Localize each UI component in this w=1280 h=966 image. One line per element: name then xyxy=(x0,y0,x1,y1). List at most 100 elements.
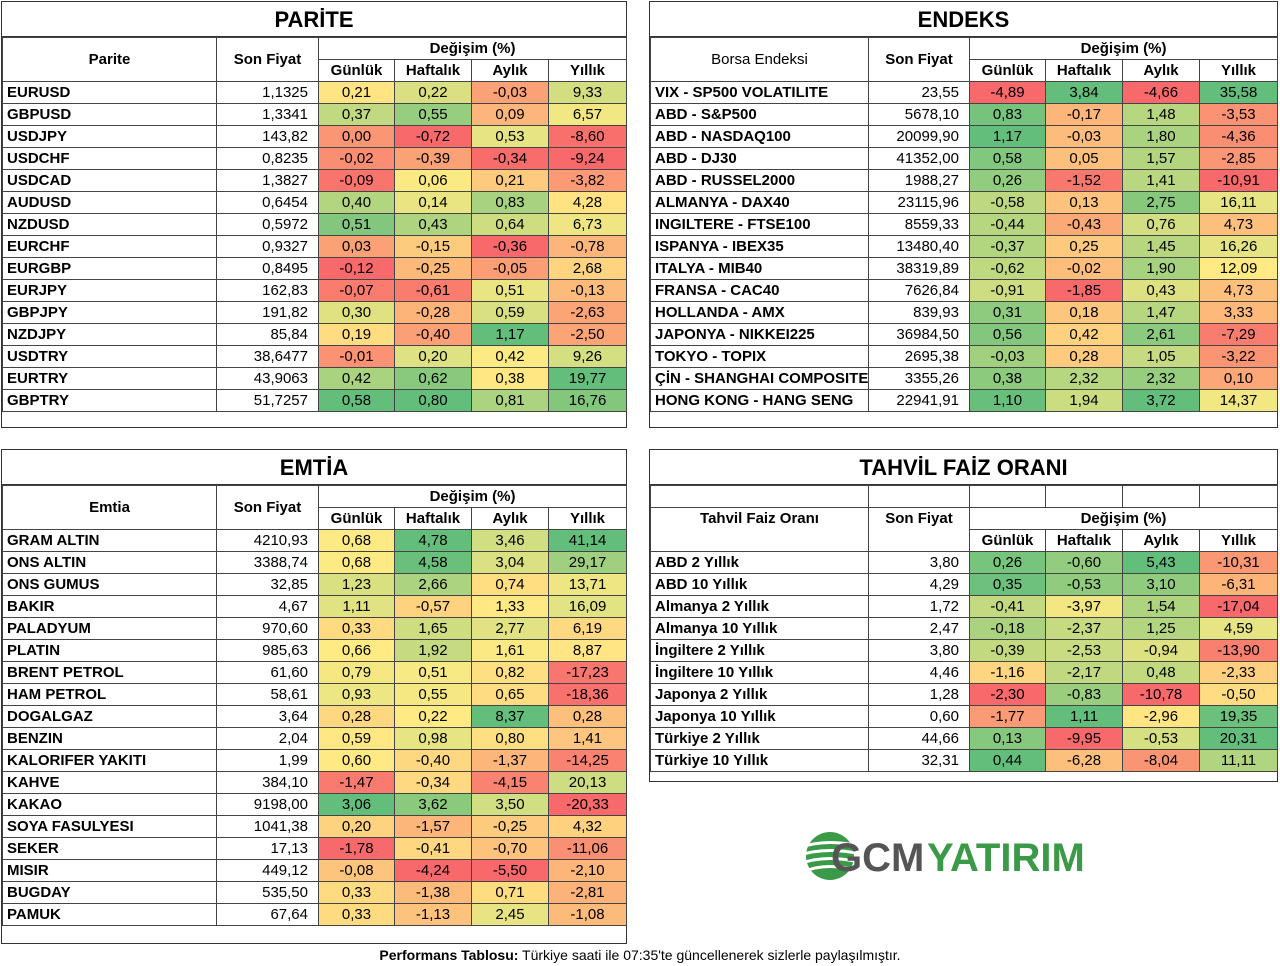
change-daily-cell: 3,06 xyxy=(318,793,395,816)
change-yearly-cell: 13,71 xyxy=(547,573,628,596)
row-label: EURGBP xyxy=(2,257,217,280)
table-row: MISIR 449,12 -0,08 -4,24 -5,50 -2,10 xyxy=(2,859,628,882)
table-row: Almanya 2 Yıllık 1,72 -0,41 -3,97 1,54 -17,04 xyxy=(650,595,1278,618)
change-monthly-cell: -4,15 xyxy=(471,771,549,794)
table-row: HOLLANDA - AMX 839,93 0,31 0,18 1,47 3,33 xyxy=(650,301,1279,324)
empty-header-cell xyxy=(868,485,970,508)
price-cell: 61,60 xyxy=(216,661,319,684)
change-yearly-cell: 41,14 xyxy=(547,529,628,552)
change-yearly-cell: -17,04 xyxy=(1199,595,1278,618)
change-daily-cell: -0,62 xyxy=(969,257,1046,280)
change-daily-cell: -0,18 xyxy=(969,617,1046,640)
change-yearly-cell: -0,13 xyxy=(547,279,628,302)
row-label: KAKAO xyxy=(2,793,217,816)
row-label: ÇİN - SHANGHAI COMPOSITE xyxy=(650,367,869,390)
table-row: ABD - NASDAQ100 20099,90 1,17 -0,03 1,80 -4,3… xyxy=(650,125,1279,148)
price-cell: 3,64 xyxy=(216,705,319,728)
col-header-aylik: Aylık xyxy=(1122,529,1200,552)
change-yearly-cell: 6,57 xyxy=(547,103,628,126)
col-header-yillik: Yıllık xyxy=(1198,59,1279,82)
change-yearly-cell: -3,53 xyxy=(1198,103,1279,126)
change-monthly-cell: -1,37 xyxy=(471,749,549,772)
table-row: FRANSA - CAC40 7626,84 -0,91 -1,85 0,43 4,73 xyxy=(650,279,1279,302)
table-row: ITALYA - MIB40 38319,89 -0,62 -0,02 1,90 12,0… xyxy=(650,257,1279,280)
change-yearly-cell: 6,19 xyxy=(547,617,628,640)
price-cell: 9198,00 xyxy=(216,793,319,816)
change-daily-cell: 0,26 xyxy=(969,551,1046,574)
row-label: DOGALGAZ xyxy=(2,705,217,728)
row-label: JAPONYA - NIKKEI225 xyxy=(650,323,869,346)
change-yearly-cell: -2,63 xyxy=(547,301,628,324)
table-row: USDCAD 1,3827 -0,09 0,06 0,21 -3,82 xyxy=(2,169,628,192)
change-monthly-cell: 0,64 xyxy=(471,213,549,236)
row-label: Japonya 2 Yıllık xyxy=(650,683,869,706)
change-yearly-cell: -0,78 xyxy=(547,235,628,258)
change-yearly-cell: -1,08 xyxy=(547,903,628,926)
change-yearly-cell: -2,10 xyxy=(547,859,628,882)
price-cell: 8559,33 xyxy=(868,213,970,236)
row-label: ONS ALTIN xyxy=(2,551,217,574)
change-yearly-cell: -8,60 xyxy=(547,125,628,148)
row-label: BENZIN xyxy=(2,727,217,750)
change-daily-cell: -0,07 xyxy=(318,279,395,302)
change-yearly-cell: 9,26 xyxy=(547,345,628,368)
row-label: FRANSA - CAC40 xyxy=(650,279,869,302)
change-monthly-cell: -0,03 xyxy=(471,81,549,104)
row-label: VIX - SP500 VOLATILITE xyxy=(650,81,869,104)
table-row: NZDJPY 85,84 0,19 -0,40 1,17 -2,50 xyxy=(2,323,628,346)
table-row: İngiltere 10 Yıllık 4,46 -1,16 -2,17 0,48 -2,… xyxy=(650,661,1278,684)
change-daily-cell: -0,39 xyxy=(969,639,1046,662)
empty-header-cell xyxy=(650,485,869,508)
change-daily-cell: -1,77 xyxy=(969,705,1046,728)
col-header-aylik: Aylık xyxy=(471,507,549,530)
change-monthly-cell: -4,66 xyxy=(1122,81,1200,104)
change-yearly-cell: 4,73 xyxy=(1198,279,1279,302)
change-monthly-cell: 2,75 xyxy=(1122,191,1200,214)
change-yearly-cell: 35,58 xyxy=(1198,81,1279,104)
change-yearly-cell: 16,26 xyxy=(1198,235,1279,258)
change-yearly-cell: 4,59 xyxy=(1199,617,1278,640)
emtia-table: Emtia Son Fiyat Değişim (%) Günlük Hafta… xyxy=(2,485,628,926)
table-row: ABD - DJ30 41352,00 0,58 0,05 1,57 -2,85 xyxy=(650,147,1279,170)
endeks-table: Borsa Endeksi Son Fiyat Değişim (%) Günl… xyxy=(650,37,1279,412)
parite-title: PARİTE xyxy=(2,2,626,37)
col-header-borsa-endeksi: Borsa Endeksi xyxy=(650,37,869,82)
price-cell: 3,80 xyxy=(868,639,970,662)
change-weekly-cell: -0,25 xyxy=(394,257,472,280)
price-cell: 1,99 xyxy=(216,749,319,772)
change-weekly-cell: 0,18 xyxy=(1045,301,1123,324)
table-row: Almanya 10 Yıllık 2,47 -0,18 -2,37 1,25 4,59 xyxy=(650,617,1278,640)
row-label: GRAM ALTIN xyxy=(2,529,217,552)
change-yearly-cell: 8,87 xyxy=(547,639,628,662)
col-header-emtia: Emtia xyxy=(2,485,217,530)
col-header-aylik: Aylık xyxy=(1122,59,1200,82)
table-row: PLATIN 985,63 0,66 1,92 1,61 8,87 xyxy=(2,639,628,662)
change-monthly-cell: 3,50 xyxy=(471,793,549,816)
change-weekly-cell: -1,57 xyxy=(394,815,472,838)
empty-header-cell xyxy=(1045,485,1123,508)
change-yearly-cell: -17,23 xyxy=(547,661,628,684)
change-daily-cell: 0,37 xyxy=(318,103,395,126)
col-header-degisim: Değişim (%) xyxy=(968,37,1279,60)
col-header-gunluk: Günlük xyxy=(318,59,395,82)
change-monthly-cell: 2,45 xyxy=(471,903,549,926)
price-cell: 1,1325 xyxy=(216,81,319,104)
row-label: PAMUK xyxy=(2,903,217,926)
change-daily-cell: 0,93 xyxy=(318,683,395,706)
row-label: ITALYA - MIB40 xyxy=(650,257,869,280)
change-weekly-cell: -0,53 xyxy=(1045,573,1123,596)
price-cell: 0,5972 xyxy=(216,213,319,236)
change-daily-cell: 0,33 xyxy=(318,617,395,640)
row-label: MISIR xyxy=(2,859,217,882)
change-monthly-cell: 3,46 xyxy=(471,529,549,552)
table-row: JAPONYA - NIKKEI225 36984,50 0,56 0,42 2,61-… xyxy=(650,323,1279,346)
row-label: ISPANYA - IBEX35 xyxy=(650,235,869,258)
change-daily-cell: -0,03 xyxy=(969,345,1046,368)
price-cell: 5678,10 xyxy=(868,103,970,126)
change-daily-cell: -0,12 xyxy=(318,257,395,280)
change-weekly-cell: -0,43 xyxy=(1045,213,1123,236)
price-cell: 36984,50 xyxy=(868,323,970,346)
change-daily-cell: 0,51 xyxy=(318,213,395,236)
row-label: HONG KONG - HANG SENG xyxy=(650,389,869,412)
change-daily-cell: -4,89 xyxy=(969,81,1046,104)
